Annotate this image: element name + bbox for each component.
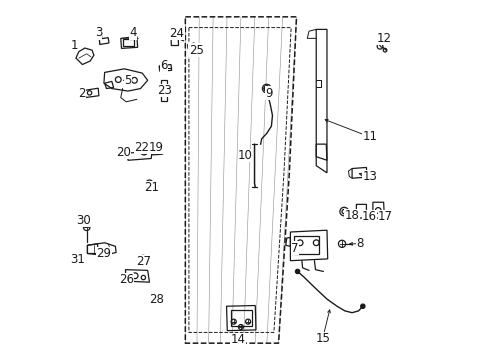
Bar bbox=[230, 310, 251, 326]
Text: 11: 11 bbox=[362, 130, 377, 144]
Text: 12: 12 bbox=[376, 32, 391, 45]
Circle shape bbox=[264, 86, 269, 91]
Text: 10: 10 bbox=[238, 149, 252, 162]
Text: 31: 31 bbox=[70, 253, 84, 266]
Text: 25: 25 bbox=[188, 44, 203, 57]
Text: 18: 18 bbox=[344, 210, 359, 222]
Text: 13: 13 bbox=[362, 170, 377, 183]
Text: 23: 23 bbox=[157, 84, 172, 97]
Circle shape bbox=[360, 304, 364, 309]
Text: 21: 21 bbox=[143, 181, 159, 194]
Text: 24: 24 bbox=[169, 27, 184, 40]
Text: 2: 2 bbox=[78, 87, 85, 100]
Text: 6: 6 bbox=[160, 59, 167, 72]
Text: 8: 8 bbox=[356, 237, 363, 250]
Text: 14: 14 bbox=[230, 333, 245, 346]
Circle shape bbox=[295, 269, 299, 274]
Text: 5: 5 bbox=[124, 74, 131, 87]
Text: 27: 27 bbox=[136, 255, 151, 268]
Text: 4: 4 bbox=[129, 27, 137, 40]
Text: 22: 22 bbox=[134, 141, 149, 154]
Text: 30: 30 bbox=[76, 214, 91, 227]
Bar bbox=[123, 40, 134, 45]
Text: 1: 1 bbox=[70, 39, 78, 52]
Text: 19: 19 bbox=[148, 141, 163, 154]
Text: 28: 28 bbox=[149, 293, 164, 306]
Text: 29: 29 bbox=[96, 247, 111, 260]
Text: 7: 7 bbox=[290, 242, 298, 255]
Bar bbox=[293, 235, 319, 253]
Text: 3: 3 bbox=[95, 27, 102, 40]
Text: 16: 16 bbox=[361, 210, 376, 223]
Text: 9: 9 bbox=[264, 87, 272, 100]
Text: 15: 15 bbox=[315, 332, 329, 345]
Text: 26: 26 bbox=[119, 273, 133, 286]
Text: 20: 20 bbox=[116, 146, 130, 159]
Text: 17: 17 bbox=[377, 210, 392, 223]
